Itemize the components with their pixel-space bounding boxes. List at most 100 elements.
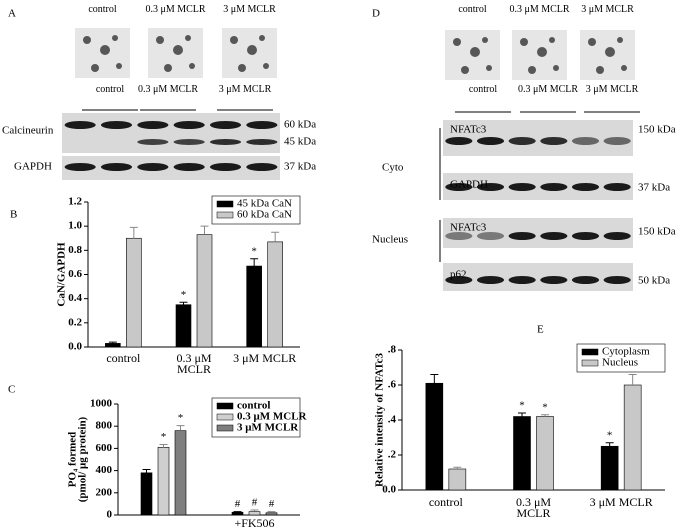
x-tick-label: +FK506	[234, 518, 275, 530]
lane-header-box: control	[96, 84, 124, 95]
row-label: Calcineurin	[2, 125, 54, 137]
lane-header-box: 3 μM MCLR	[585, 84, 639, 95]
gel-spot	[537, 47, 547, 57]
blot-band	[209, 163, 242, 171]
blot-strip	[62, 113, 280, 153]
bar	[448, 468, 467, 491]
legend-label: 0.3 μM MCLR	[237, 411, 308, 423]
blot-band	[246, 163, 278, 171]
spot-header: 0.3 μM MCLR	[145, 4, 206, 15]
lane-header: control	[468, 84, 498, 95]
bar	[231, 511, 244, 516]
gel-spot	[259, 35, 265, 41]
gel-spot	[549, 37, 555, 43]
x-tick-label-box: 3 μM MCLR	[233, 353, 296, 364]
blot-band	[508, 232, 536, 240]
blot-band	[476, 183, 505, 191]
bar	[175, 304, 192, 348]
blot-band	[476, 276, 505, 284]
error-bar	[233, 511, 242, 513]
bar	[105, 343, 121, 348]
y-tick-label: 0.6	[68, 268, 82, 280]
bar	[157, 446, 170, 516]
bar	[536, 416, 554, 491]
group-label: Nucleus	[372, 234, 408, 246]
gel-spot	[588, 38, 596, 46]
blot-band	[64, 163, 96, 171]
spot-header: control	[88, 4, 117, 15]
size-marker: 37 kDa	[284, 161, 316, 173]
gel-spot	[100, 45, 110, 55]
bar	[425, 382, 444, 491]
y-tick-label: .8	[388, 344, 397, 356]
y-tick-label: 0.2	[68, 316, 82, 328]
lane-header: 0.3 μM MCLR	[137, 84, 199, 95]
error-bar	[605, 442, 614, 447]
gel-spot	[461, 66, 469, 74]
spot-header: control	[458, 4, 487, 15]
blot-band	[173, 163, 205, 171]
bar	[623, 384, 642, 491]
legend-swatch	[216, 211, 234, 219]
blot-band	[476, 232, 505, 240]
y-axis-label: Relative intensity of NFATc3	[374, 353, 386, 487]
significance-mark: *	[542, 401, 548, 413]
blot-band	[173, 121, 205, 129]
x-tick-label-box: +FK506	[234, 518, 275, 530]
blot-strip	[443, 120, 633, 156]
blot-band	[100, 163, 133, 171]
blot-band	[137, 163, 169, 171]
legend-box	[576, 343, 666, 373]
legend-swatch	[581, 348, 599, 356]
error-bar	[628, 374, 637, 385]
y-tick-label: 800	[96, 420, 113, 432]
panel-letter: E	[537, 324, 544, 336]
blot-band	[540, 137, 568, 145]
bar	[126, 237, 142, 348]
error-bar	[142, 468, 151, 473]
size-marker: 45 kDa	[284, 136, 316, 148]
gel-spot	[520, 38, 528, 46]
error-bar	[518, 412, 526, 417]
gel-spot	[247, 45, 257, 55]
gel-spot	[482, 37, 488, 43]
size-marker: 37 kDa	[638, 182, 670, 194]
spot-header: 3 μM MCLR	[581, 4, 634, 15]
significance-mark: *	[178, 412, 184, 424]
significance-mark: *	[251, 245, 257, 257]
lane-header: 3 μM MCLR	[585, 84, 639, 95]
size-marker: 150 kDa	[638, 226, 676, 238]
x-tick-label-box: 0.3 μM MCLR	[176, 353, 211, 375]
gel-spot	[605, 47, 615, 57]
spot-header-box: control	[88, 4, 117, 15]
y-tick-label: 1.2	[68, 196, 82, 208]
size-marker: 150 kDa	[638, 124, 676, 136]
panel-letter: C	[8, 384, 15, 396]
legend-swatch	[216, 200, 234, 208]
y-tick-label: 400	[96, 464, 113, 476]
bar	[600, 445, 619, 491]
y-tick-label: 1.0	[68, 220, 82, 232]
bar	[248, 511, 261, 516]
blot-strip	[62, 156, 280, 180]
error-bar	[541, 414, 549, 417]
y-tick-label: 0.4	[68, 292, 82, 304]
blot-band	[508, 183, 536, 191]
x-tick-label: control	[428, 497, 463, 509]
blot-band	[571, 137, 600, 145]
blot-band	[540, 232, 568, 240]
blot-band	[603, 232, 631, 240]
y-tick-label: 0.0	[68, 341, 82, 353]
significance-mark: *	[161, 431, 167, 443]
blot-band	[476, 137, 505, 145]
lane-header-box: 3 μM MCLR	[219, 84, 272, 95]
blot-band	[246, 139, 278, 145]
spot-header: 0.3 μM MCLR	[509, 4, 570, 15]
error-bar	[129, 226, 138, 239]
legend-label: 60 kDa CaN	[237, 209, 292, 221]
legend-label: Cytoplasm	[602, 346, 650, 358]
blot-band	[137, 121, 169, 129]
blot-band	[445, 232, 473, 240]
gel-spot	[528, 66, 536, 74]
